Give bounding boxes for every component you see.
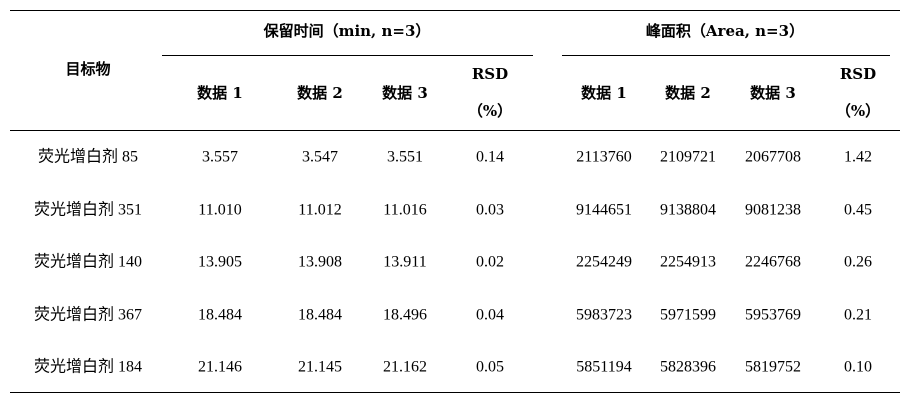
cell: 3.557 [202, 149, 238, 166]
cell: 0.04 [476, 307, 504, 324]
cell: 0.02 [476, 254, 504, 271]
cell: 0.21 [844, 307, 872, 324]
row-label: 荧光增白剂 367 [34, 306, 142, 324]
cell: 5851194 [576, 359, 631, 376]
cell: 13.908 [298, 254, 342, 271]
cell: 2254913 [660, 254, 716, 271]
rsd-header: RSD [472, 65, 508, 83]
cell: 5828396 [660, 359, 716, 376]
cell: 18.484 [198, 307, 242, 324]
cell: 9138804 [660, 202, 716, 219]
cell: 18.496 [383, 307, 427, 324]
cell: 0.03 [476, 202, 504, 219]
cell: 5953769 [745, 307, 801, 324]
row-label: 荧光增白剂 85 [38, 148, 138, 166]
cell: 3.551 [387, 149, 423, 166]
cell: 11.012 [298, 202, 341, 219]
row-label: 荧光增白剂 184 [34, 358, 142, 376]
cell: 5971599 [660, 307, 716, 324]
cell: 2113760 [576, 149, 631, 166]
cell: 1.42 [844, 149, 872, 166]
rsd-unit: （%） [836, 102, 880, 120]
column-header: 数据 1 [581, 84, 627, 102]
cell: 0.45 [844, 202, 872, 219]
cell: 2067708 [745, 149, 801, 166]
cell: 2254249 [576, 254, 632, 271]
group-title: 保留时间（min, n=3） [263, 22, 431, 40]
column-header: 数据 2 [297, 84, 343, 102]
column-header: 数据 3 [750, 84, 796, 102]
cell: 3.547 [302, 149, 338, 166]
cell: 21.145 [298, 359, 342, 376]
cell: 0.10 [844, 359, 872, 376]
cell: 9144651 [576, 202, 632, 219]
target-header: 目标物 [65, 60, 110, 78]
cell: 5983723 [576, 307, 632, 324]
cell: 5819752 [745, 359, 801, 376]
cell: 2109721 [660, 149, 716, 166]
cell: 0.26 [844, 254, 872, 271]
column-header: 数据 3 [382, 84, 428, 102]
rsd-unit: （%） [468, 102, 512, 120]
row-label: 荧光增白剂 140 [34, 253, 142, 271]
cell: 0.05 [476, 359, 504, 376]
cell: 13.911 [383, 254, 426, 271]
cell: 21.146 [198, 359, 242, 376]
cell: 21.162 [383, 359, 427, 376]
column-header: 数据 1 [197, 84, 243, 102]
row-label: 荧光增白剂 351 [34, 201, 142, 219]
group-title: 峰面积（Area, n=3） [646, 22, 804, 40]
cell: 11.010 [198, 202, 241, 219]
cell: 9081238 [745, 202, 801, 219]
cell: 0.14 [476, 149, 504, 166]
column-header: 数据 2 [665, 84, 711, 102]
rsd-header: RSD [840, 65, 876, 83]
cell: 13.905 [198, 254, 242, 271]
cell: 2246768 [745, 254, 801, 271]
cell: 18.484 [298, 307, 342, 324]
cell: 11.016 [383, 202, 426, 219]
